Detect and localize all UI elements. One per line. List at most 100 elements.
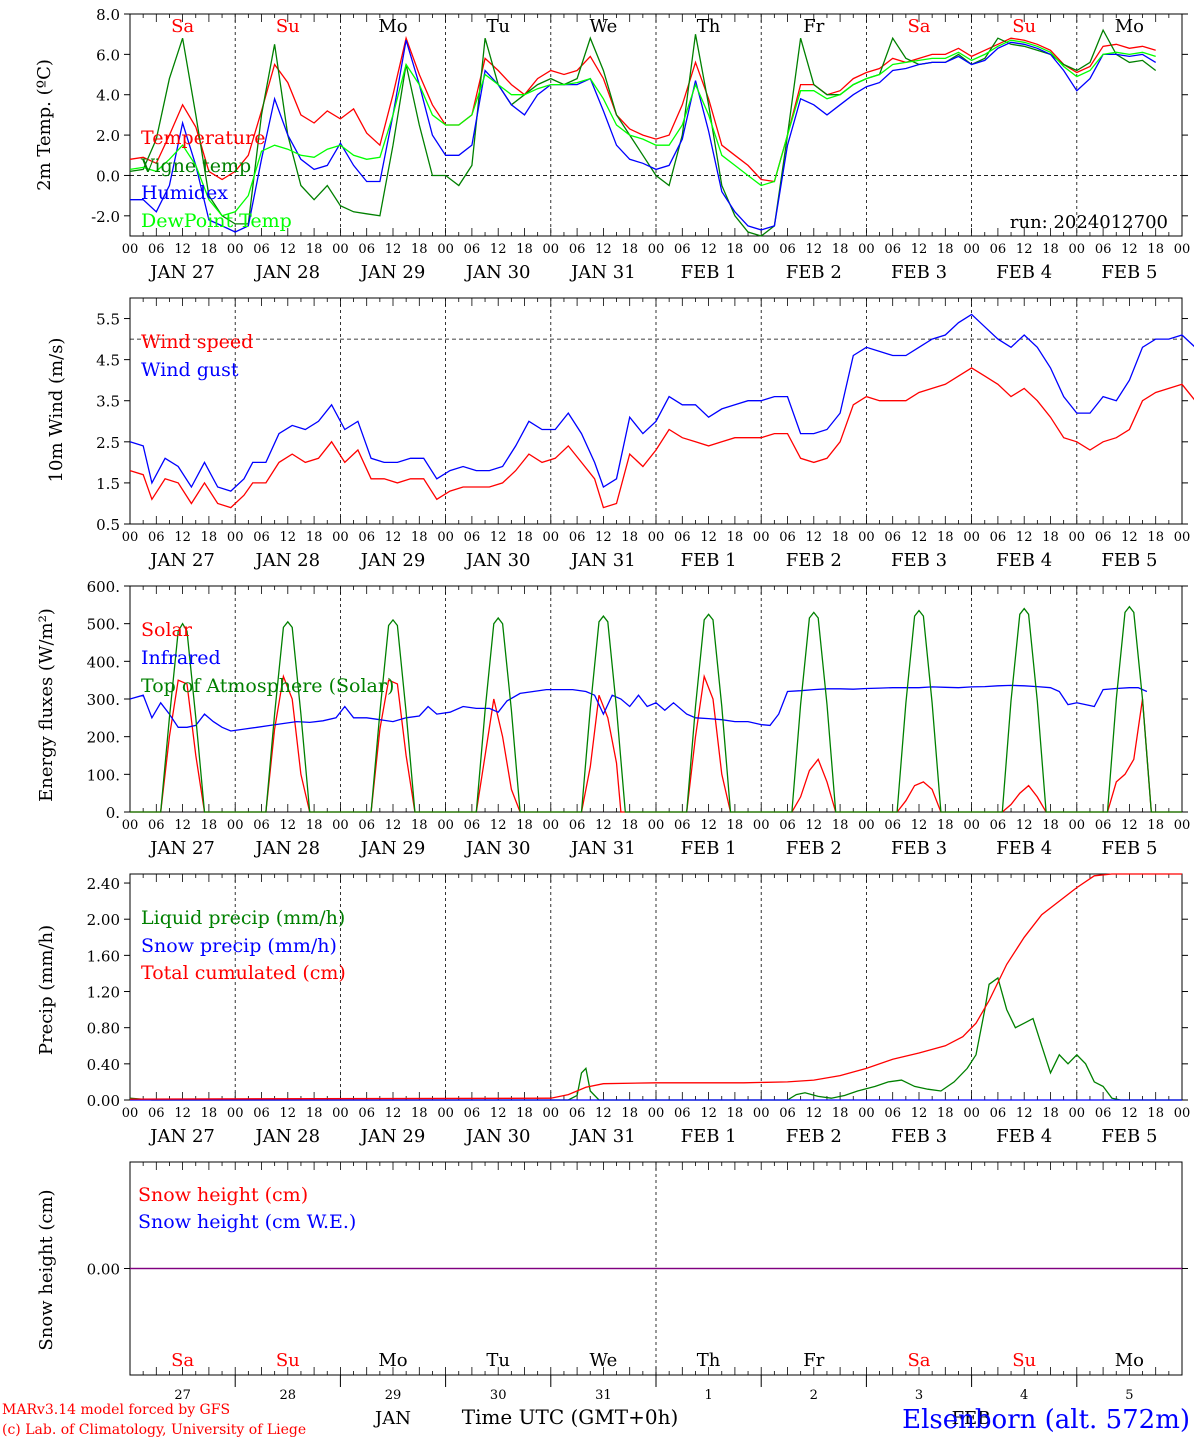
hour-label: 06: [358, 1106, 375, 1121]
hour-label: 06: [253, 818, 270, 833]
weekday-label: Tu: [486, 16, 510, 37]
hour-label: 12: [385, 242, 402, 257]
y-tick-label: 1.5: [96, 475, 120, 493]
day-number: 5: [1125, 1388, 1133, 1403]
hour-label: 06: [674, 818, 691, 833]
precip-axis-label: Precip (mm/h): [36, 925, 57, 1055]
date-label: JAN 29: [359, 1126, 426, 1147]
weekday-label: Mo: [1115, 16, 1144, 37]
hour-label: 18: [201, 818, 218, 833]
hour-label: 06: [1095, 818, 1112, 833]
hour-label: 00: [543, 1106, 560, 1121]
hour-label: 00: [122, 1106, 139, 1121]
date-label: JAN 30: [464, 550, 531, 571]
hour-label: 12: [280, 1106, 297, 1121]
hour-label: 12: [595, 242, 612, 257]
hour-label: 18: [411, 1106, 428, 1121]
hour-label: 00: [858, 1106, 875, 1121]
hour-label: 06: [779, 818, 796, 833]
hour-label: 00: [963, 242, 980, 257]
hour-label: 06: [569, 1106, 586, 1121]
hour-label: 06: [253, 242, 270, 257]
hour-label: 06: [990, 530, 1007, 545]
hour-label: 00: [1069, 530, 1086, 545]
hour-label: 18: [621, 530, 638, 545]
y-tick-label: 4.0: [96, 87, 120, 105]
hour-label: 12: [385, 530, 402, 545]
y-tick-label: 500.: [87, 616, 120, 634]
date-label: FEB 1: [681, 550, 737, 571]
snow-panel: 0.00 Sa Su Mo Tu We Th Fr Sa Su Mo 27 28 29 30 31 1 2 3 4…: [36, 1161, 1188, 1403]
hour-label: 00: [858, 530, 875, 545]
month-feb-label: FEB: [952, 1408, 991, 1429]
hour-label: 12: [1016, 530, 1033, 545]
hour-label: 18: [306, 530, 323, 545]
hour-label: 12: [595, 818, 612, 833]
hour-label: 12: [595, 1106, 612, 1121]
date-label: FEB 2: [786, 550, 842, 571]
hour-label: 12: [280, 530, 297, 545]
hour-label: 06: [884, 530, 901, 545]
weekday-label: Sa: [171, 16, 194, 37]
day-number: 1: [704, 1388, 712, 1403]
hour-label: 06: [1095, 530, 1112, 545]
weekday-label: We: [590, 1350, 618, 1371]
y-tick-label: 300.: [87, 691, 120, 709]
hour-label: 00: [227, 1106, 244, 1121]
hour-label: 00: [858, 818, 875, 833]
hour-label: 12: [911, 818, 928, 833]
date-label: FEB 2: [786, 1126, 842, 1147]
hour-label: 12: [490, 1106, 507, 1121]
series-line-total-cumulated-cm-: [129, 873, 1182, 1100]
hour-label: 00: [1174, 242, 1191, 257]
date-label: FEB 3: [891, 550, 947, 571]
hour-label: 18: [411, 530, 428, 545]
date-label: JAN 30: [464, 1126, 531, 1147]
y-tick-label: 2.00: [87, 911, 120, 929]
series-line-temperature: [129, 35, 1156, 183]
hour-label: 00: [1069, 1106, 1086, 1121]
hour-label: 00: [753, 530, 770, 545]
hour-label: 00: [1069, 242, 1086, 257]
y-tick-label: 0.5: [96, 516, 120, 534]
hour-label: 06: [358, 818, 375, 833]
hour-label: 00: [332, 818, 349, 833]
weekday-label: Fr: [803, 1350, 824, 1371]
run-label: run: 2024012700: [1010, 212, 1168, 233]
weekday-label: Mo: [1115, 1350, 1144, 1371]
hour-label: 18: [621, 818, 638, 833]
series-line-top-of-atmosphere-solar-: [130, 605, 1182, 813]
hour-label: 12: [1016, 242, 1033, 257]
date-label: FEB 4: [996, 838, 1052, 859]
hour-label: 00: [648, 1106, 665, 1121]
legend-temperature: Temperature: [141, 127, 265, 149]
hour-label: 00: [1174, 530, 1191, 545]
hour-label: 12: [595, 530, 612, 545]
y-tick-label: 0.: [106, 804, 120, 822]
hour-label: 12: [806, 242, 823, 257]
hour-label: 06: [674, 242, 691, 257]
date-label: JAN 27: [148, 1126, 215, 1147]
hour-label: 12: [1121, 530, 1138, 545]
series-line-liquid-precip-mm-h-: [129, 976, 1182, 1101]
hour-label: 06: [779, 1106, 796, 1121]
y-tick-label: 200.: [87, 729, 120, 747]
legend-snow-precip: Snow precip (mm/h): [141, 935, 337, 957]
hour-label: 00: [1174, 818, 1191, 833]
hour-label: 18: [832, 242, 849, 257]
series-line-dewpoint-temp: [129, 39, 1156, 217]
hour-label: 06: [148, 530, 165, 545]
hour-label: 18: [306, 242, 323, 257]
hour-label: 00: [648, 242, 665, 257]
hour-label: 18: [1147, 1106, 1164, 1121]
hour-label: 18: [727, 818, 744, 833]
date-label: FEB 3: [891, 1126, 947, 1147]
credit-line-2: (c) Lab. of Climatology, University of L…: [2, 1422, 306, 1438]
hour-label: 12: [280, 818, 297, 833]
hour-label: 00: [332, 1106, 349, 1121]
hour-label: 00: [227, 242, 244, 257]
hour-label: 06: [148, 1106, 165, 1121]
date-label: FEB 4: [996, 262, 1052, 283]
hour-label: 00: [963, 1106, 980, 1121]
weekday-label: Fr: [803, 16, 824, 37]
